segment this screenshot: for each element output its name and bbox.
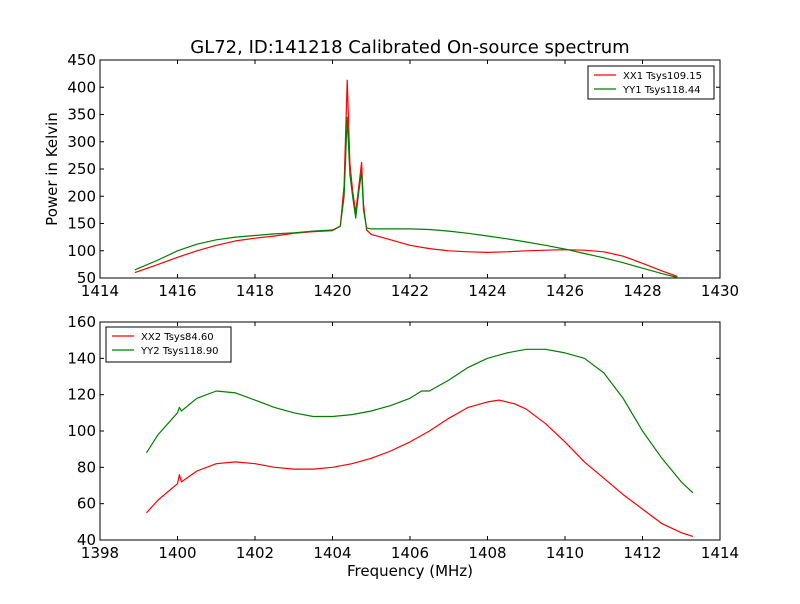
chart2-ytick-label: 100 — [67, 422, 96, 440]
chart1-xtick-label: 1424 — [468, 282, 506, 300]
chart1-ylabel: Power in Kelvin — [43, 112, 61, 226]
chart2-ytick-label: 80 — [77, 458, 96, 476]
chart1-ytick-label: 350 — [67, 106, 96, 124]
chart2-xtick-label: 1402 — [236, 544, 274, 562]
chart1-ytick-label: 450 — [67, 51, 96, 69]
chart1-series-line-2 — [134, 116, 678, 279]
chart2-series-line-1 — [146, 399, 694, 537]
chart2-legend-box — [105, 326, 232, 363]
chart1-legend-label-2: YY1 Tsys118.44 — [622, 85, 701, 96]
chart1-xtick-label: 1414 — [81, 282, 119, 300]
chart1-ytick-label: 150 — [67, 215, 96, 233]
chart1-legend-box — [587, 65, 715, 100]
chart1-xtick-label: 1422 — [391, 282, 429, 300]
chart1-ytick-label: 100 — [67, 242, 96, 260]
chart2-legend-label-2: YY2 Tsys118.90 — [140, 346, 219, 357]
chart2-xlabel: Frequency (MHz) — [347, 562, 473, 580]
chart2-ytick-label: 140 — [67, 349, 96, 367]
chart2-xtick-label: 1410 — [546, 544, 584, 562]
chart1-xtick-label: 1418 — [236, 282, 274, 300]
chart1-xtick-label: 1430 — [701, 282, 739, 300]
chart2-series-line-2 — [145, 348, 694, 494]
chart2-xtick-label: 1404 — [313, 544, 351, 562]
chart-title: GL72, ID:141218 Calibrated On-source spe… — [190, 37, 629, 58]
chart1-ytick-label: 50 — [77, 269, 96, 287]
chart1-ytick-label: 200 — [67, 187, 96, 205]
chart2-xtick-label: 1412 — [623, 544, 661, 562]
chart2-xtick-label: 1398 — [81, 544, 119, 562]
chart2-legend-label-1: XX2 Tsys84.60 — [141, 332, 214, 343]
chart2-ytick-label: 40 — [77, 531, 96, 549]
chart2-ytick-label: 60 — [77, 495, 96, 513]
chart2-xtick-label: 1406 — [391, 544, 429, 562]
chart2-ytick-label: 160 — [67, 313, 96, 331]
chart1-xtick-label: 1428 — [623, 282, 661, 300]
chart1-xtick-label: 1416 — [158, 282, 196, 300]
chart1-ytick-label: 250 — [67, 160, 96, 178]
chart1-xtick-label: 1426 — [546, 282, 584, 300]
chart2-xtick-label: 1400 — [158, 544, 196, 562]
chart2-xtick-label: 1414 — [701, 544, 739, 562]
chart1-ytick-label: 400 — [67, 78, 96, 96]
chart1-legend-label-1: XX1 Tsys109.15 — [623, 71, 702, 82]
chart1-xtick-label: 1420 — [313, 282, 351, 300]
chart1-ytick-label: 300 — [67, 133, 96, 151]
chart2-ytick-label: 120 — [67, 386, 96, 404]
chart2-xtick-label: 1408 — [468, 544, 506, 562]
